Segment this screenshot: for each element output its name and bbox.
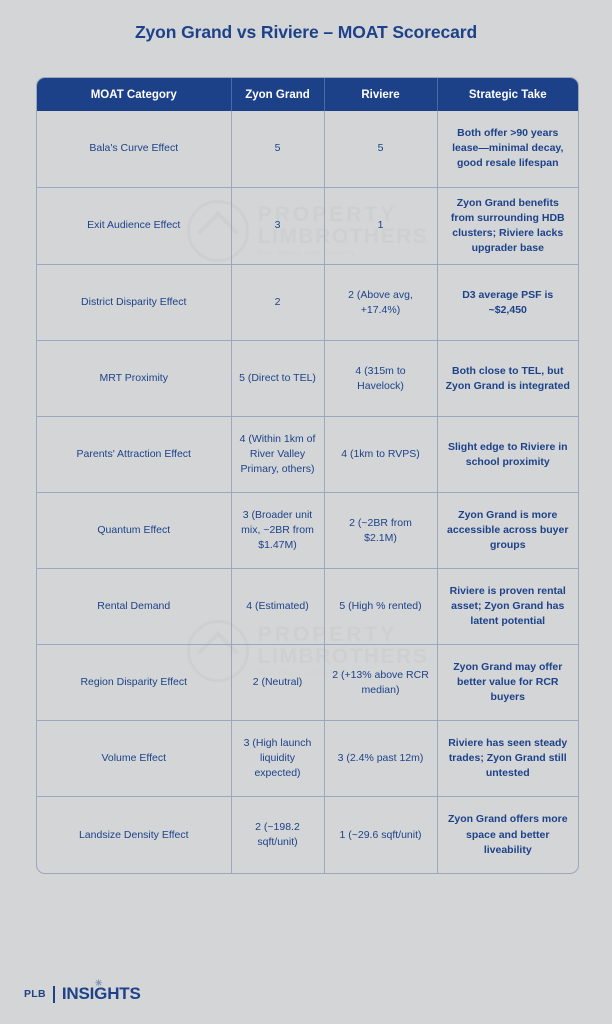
cell-riviere: 1 <box>324 186 438 265</box>
footer-brand-main: INSIGHTS ✳ <box>61 979 141 1004</box>
footer-brand-short: PLB <box>24 988 46 1000</box>
table-row: Bala's Curve Effect 5 5 Both offer >90 y… <box>37 111 578 187</box>
scorecard-table: MOAT Category Zyon Grand Riviere Strateg… <box>37 78 578 873</box>
cell-riviere: 1 (~29.6 sqft/unit) <box>324 796 438 873</box>
cell-category: MRT Proximity <box>37 340 232 417</box>
scorecard-table-container: PROPERTY LIMBROTHERS Real Estate with In… <box>36 77 579 874</box>
cell-strategic-take: Both offer >90 years lease—minimal decay… <box>452 126 564 170</box>
table-body: Bala's Curve Effect 5 5 Both offer >90 y… <box>37 111 578 873</box>
cell-zyon-grand: 5 <box>231 111 325 187</box>
cell-riviere: 4 (315m to Havelock) <box>324 340 438 417</box>
table-row: MRT Proximity 5 (Direct to TEL) 4 (315m … <box>37 340 578 417</box>
cell-riviere: 2 (~2BR from $2.1M) <box>324 492 438 569</box>
table-row: Volume Effect 3 (High launch liquidity e… <box>37 720 578 797</box>
cell-zyon-grand: 3 (High launch liquidity expected) <box>231 720 325 797</box>
cell-strategic-take: Zyon Grand offers more space and better … <box>437 796 578 873</box>
footer-divider <box>52 985 55 1003</box>
cell-zyon-grand: 2 (~198.2 sqft/unit) <box>231 796 325 873</box>
table-header-row: MOAT Category Zyon Grand Riviere Strateg… <box>37 78 578 111</box>
sparkle-icon: ✳ <box>94 978 103 988</box>
cell-category: Parents' Attraction Effect <box>37 416 232 493</box>
cell-zyon-grand: 2 <box>231 264 325 341</box>
cell-strategic-take: D3 average PSF is ~$2,450 <box>437 264 578 341</box>
cell-category: Landsize Density Effect <box>37 796 232 873</box>
footer-logo: PLB INSIGHTS ✳ <box>24 979 141 1004</box>
cell-strategic-take: Slight edge to Riviere in school proximi… <box>437 416 578 493</box>
cell-category: District Disparity Effect <box>37 264 232 341</box>
cell-category: Exit Audience Effect <box>37 186 232 265</box>
table-row: Landsize Density Effect 2 (~198.2 sqft/u… <box>37 796 578 873</box>
cell-zyon-grand: 5 (Direct to TEL) <box>231 340 325 417</box>
column-header-strategic-take: Strategic Take <box>437 78 578 111</box>
cell-strategic-take: Both close to TEL, but Zyon Grand is int… <box>437 340 578 417</box>
cell-strategic-take: Riviere has seen steady trades; Zyon Gra… <box>437 720 578 797</box>
table-row: Region Disparity Effect 2 (Neutral) 2 (+… <box>37 644 578 721</box>
cell-category: Bala's Curve Effect <box>37 111 232 187</box>
table-row: Exit Audience Effect 3 1 Zyon Grand bene… <box>37 186 578 265</box>
cell-zyon-grand: 3 <box>231 186 325 265</box>
cell-riviere: 5 (High % rented) <box>324 568 438 645</box>
cell-riviere: 3 (2.4% past 12m) <box>324 720 438 797</box>
cell-riviere: 4 (1km to RVPS) <box>324 416 438 493</box>
page-title: Zyon Grand vs Riviere – MOAT Scorecard <box>134 22 478 42</box>
cell-category: Region Disparity Effect <box>37 644 232 721</box>
column-header-riviere: Riviere <box>324 78 438 111</box>
column-header-moat-category: MOAT Category <box>37 78 232 111</box>
table-row: Parents' Attraction Effect 4 (Within 1km… <box>37 416 578 493</box>
cell-category: Quantum Effect <box>37 492 232 569</box>
cell-category: Volume Effect <box>37 720 232 797</box>
cell-strategic-take: Riviere is proven rental asset; Zyon Gra… <box>437 568 578 645</box>
cell-strategic-take: Zyon Grand is more accessible across buy… <box>437 492 578 569</box>
table-row: District Disparity Effect 2 2 (Above avg… <box>37 264 578 341</box>
table-row: Rental Demand 4 (Estimated) 5 (High % re… <box>37 568 578 645</box>
cell-zyon-grand: 2 (Neutral) <box>231 644 325 721</box>
cell-riviere: 2 (Above avg, +17.4%) <box>324 264 438 341</box>
cell-zyon-grand: 4 (Estimated) <box>231 568 325 645</box>
footer-brand-main-text: INSIGHTS <box>61 984 141 1003</box>
cell-zyon-grand: 3 (Broader unit mix, ~2BR from $1.47M) <box>231 492 325 569</box>
cell-riviere: 2 (+13% above RCR median) <box>324 644 438 721</box>
cell-zyon-grand: 4 (Within 1km of River Valley Primary, o… <box>231 416 325 493</box>
table-row: Quantum Effect 3 (Broader unit mix, ~2BR… <box>37 492 578 569</box>
cell-strategic-take: Zyon Grand benefits from surrounding HDB… <box>437 186 578 265</box>
cell-category: Rental Demand <box>37 568 232 645</box>
column-header-zyon-grand: Zyon Grand <box>231 78 325 111</box>
cell-riviere: 5 <box>324 111 438 187</box>
cell-strategic-take: Zyon Grand may offer better value for RC… <box>437 644 578 721</box>
